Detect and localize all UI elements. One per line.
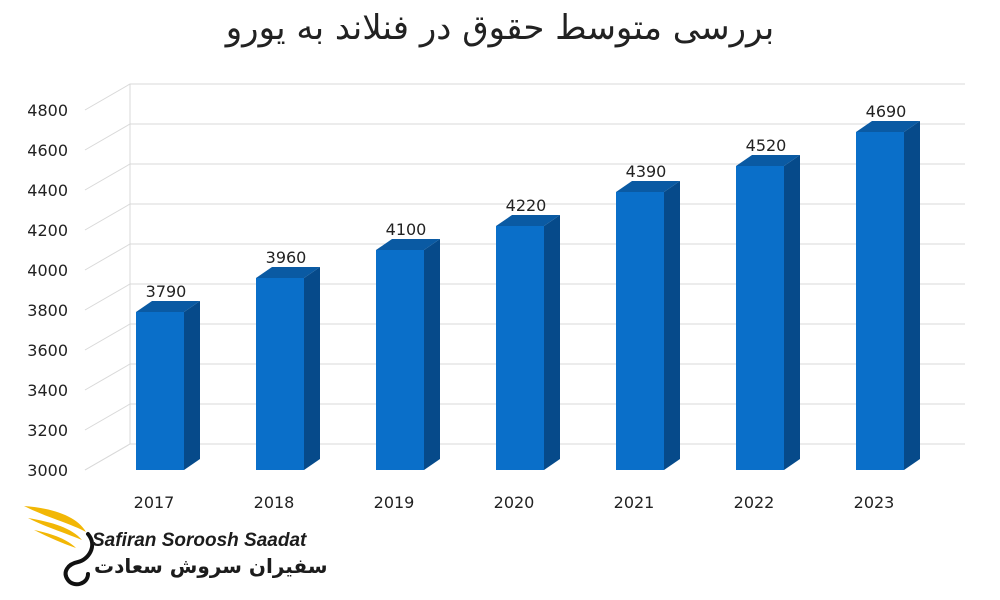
y-tick-label: 3200 — [27, 421, 68, 440]
data-label: 4520 — [746, 136, 787, 155]
gridline — [84, 123, 965, 151]
bar-top — [616, 181, 680, 192]
bar-side — [664, 181, 680, 470]
y-axis-ticks: 3000 3200 3400 3600 3800 4000 4200 4400 4600 4800 — [27, 101, 68, 480]
bar-top — [736, 155, 800, 166]
gridline — [84, 83, 965, 111]
logo-text-fa: سفیران سروش سعادت — [94, 554, 328, 578]
y-tick-label: 4200 — [27, 221, 68, 240]
y-tick-label: 3800 — [27, 301, 68, 320]
bar-side — [784, 155, 800, 470]
y-tick-label: 3400 — [27, 381, 68, 400]
data-label: 3960 — [266, 248, 307, 267]
gridline — [84, 283, 965, 311]
gridline — [84, 443, 965, 471]
chart-gridlines — [84, 83, 965, 471]
y-tick-label: 4800 — [27, 101, 68, 120]
x-tick-label: 2023 — [854, 493, 895, 512]
gridline — [84, 203, 965, 231]
data-label: 3790 — [146, 282, 187, 301]
bar-side — [184, 301, 200, 470]
bar — [256, 278, 304, 470]
gridline — [84, 363, 965, 391]
chart-title: بررسی متوسط حقوق در فنلاند به یورو — [225, 8, 775, 48]
x-axis-ticks: 2017 2018 2019 2020 2021 2022 2023 — [134, 493, 895, 512]
brand-logo: Safiran Soroosh Saadat سفیران سروش سعادت — [22, 502, 328, 592]
y-tick-label: 3000 — [27, 461, 68, 480]
bar-top — [136, 301, 200, 312]
gridline — [84, 323, 965, 351]
bar — [736, 166, 784, 470]
x-tick-label: 2021 — [614, 493, 655, 512]
data-label: 4100 — [386, 220, 427, 239]
gridline — [84, 403, 965, 431]
bar-side — [904, 121, 920, 470]
bar-side — [424, 239, 440, 470]
bar-top — [856, 121, 920, 132]
x-tick-label: 2018 — [254, 493, 295, 512]
bar — [856, 132, 904, 470]
data-label: 4690 — [866, 102, 907, 121]
bar — [136, 312, 184, 470]
bar — [496, 226, 544, 470]
x-tick-label: 2017 — [134, 493, 175, 512]
gridline — [84, 243, 965, 271]
chart-bars — [136, 121, 920, 470]
bar-side — [304, 267, 320, 470]
y-tick-label: 4000 — [27, 261, 68, 280]
gridline — [84, 163, 965, 191]
bar-top — [256, 267, 320, 278]
wing-logo-icon — [24, 506, 95, 587]
bar — [616, 192, 664, 470]
y-tick-label: 4600 — [27, 141, 68, 160]
bar-top — [376, 239, 440, 250]
y-tick-label: 4400 — [27, 181, 68, 200]
bar — [376, 250, 424, 470]
data-labels: 3790 3960 4100 4220 4390 4520 4690 — [146, 102, 907, 301]
y-tick-label: 3600 — [27, 341, 68, 360]
data-label: 4390 — [626, 162, 667, 181]
bar-side — [544, 215, 560, 470]
x-tick-label: 2022 — [734, 493, 775, 512]
data-label: 4220 — [506, 196, 547, 215]
bar-top — [496, 215, 560, 226]
x-tick-label: 2020 — [494, 493, 535, 512]
logo-text-en: Safiran Soroosh Saadat — [92, 530, 307, 551]
x-tick-label: 2019 — [374, 493, 415, 512]
